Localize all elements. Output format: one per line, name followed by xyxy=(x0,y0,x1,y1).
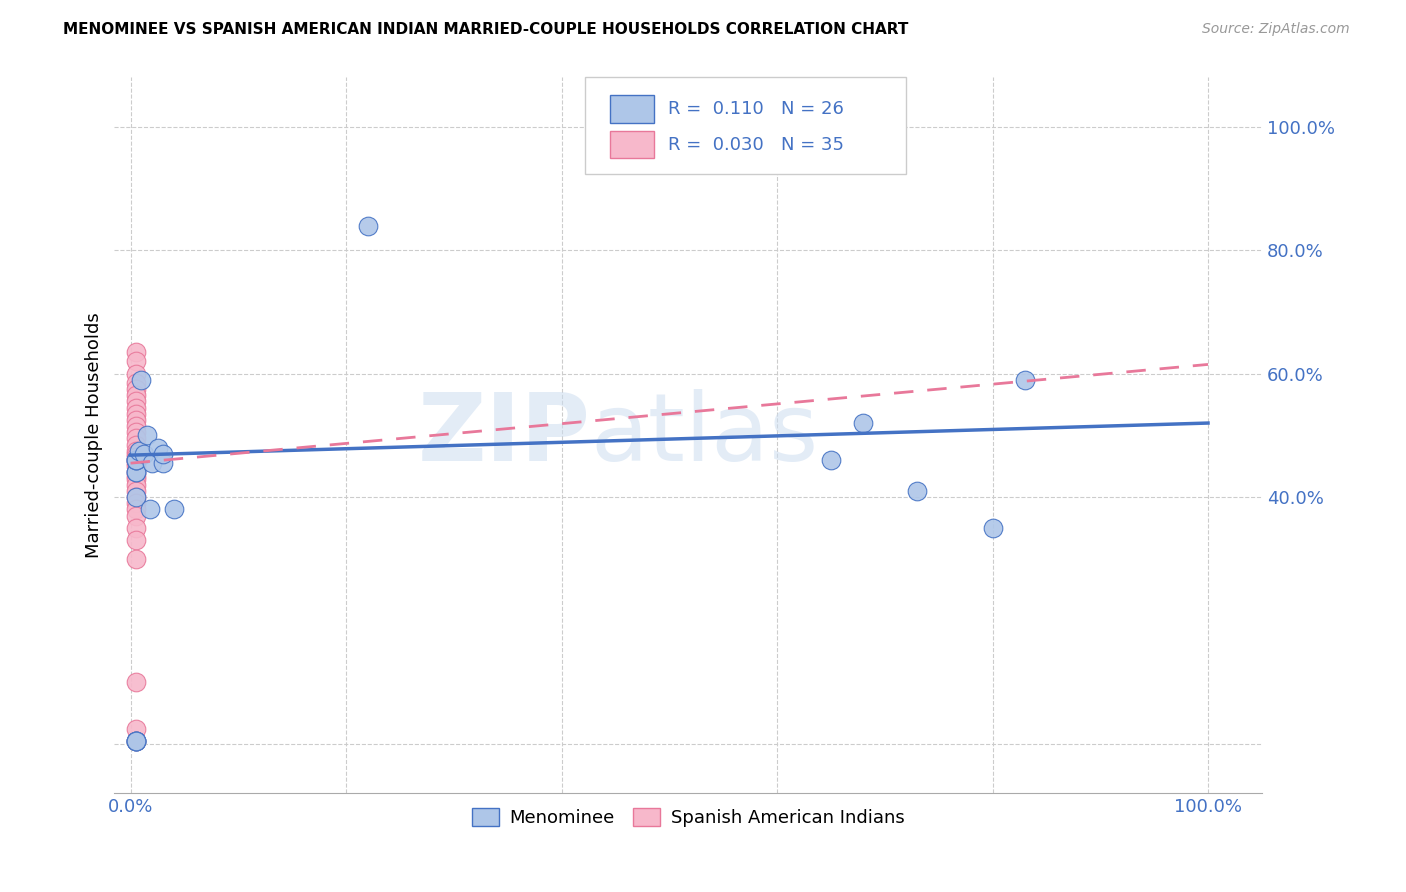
Point xyxy=(125,447,148,461)
Point xyxy=(125,734,148,748)
Point xyxy=(125,407,148,421)
Point xyxy=(125,367,148,381)
FancyBboxPatch shape xyxy=(610,95,654,122)
Point xyxy=(125,466,148,480)
Point xyxy=(125,419,148,434)
Point xyxy=(125,722,148,736)
Point xyxy=(125,734,148,748)
Text: Source: ZipAtlas.com: Source: ZipAtlas.com xyxy=(1202,22,1350,37)
Point xyxy=(132,447,155,461)
Point xyxy=(125,345,148,359)
Point xyxy=(135,428,157,442)
Point xyxy=(125,734,148,748)
Point xyxy=(125,382,148,396)
Point xyxy=(125,453,148,467)
FancyBboxPatch shape xyxy=(610,131,654,159)
Point xyxy=(125,468,148,483)
Point xyxy=(125,490,148,504)
Point xyxy=(152,456,174,470)
Point xyxy=(125,437,148,451)
Point xyxy=(152,447,174,461)
Point xyxy=(125,533,148,548)
Point xyxy=(1014,373,1036,387)
Point xyxy=(125,354,148,368)
Point xyxy=(981,521,1004,535)
Point xyxy=(125,675,148,690)
Point xyxy=(905,483,928,498)
Point xyxy=(125,443,148,458)
Point xyxy=(163,502,186,516)
Text: R =  0.030   N = 35: R = 0.030 N = 35 xyxy=(668,136,844,153)
Point xyxy=(125,551,148,566)
Point xyxy=(125,394,148,409)
Point xyxy=(125,459,148,474)
Text: MENOMINEE VS SPANISH AMERICAN INDIAN MARRIED-COUPLE HOUSEHOLDS CORRELATION CHART: MENOMINEE VS SPANISH AMERICAN INDIAN MAR… xyxy=(63,22,908,37)
Text: R =  0.110   N = 26: R = 0.110 N = 26 xyxy=(668,100,844,118)
Point xyxy=(125,502,148,516)
Point xyxy=(125,453,148,467)
Point xyxy=(125,483,148,498)
Point xyxy=(141,456,163,470)
Point xyxy=(125,496,148,510)
Point xyxy=(125,490,148,504)
Point xyxy=(139,502,162,516)
Point xyxy=(125,466,148,480)
Point xyxy=(131,373,153,387)
Point xyxy=(125,466,148,480)
Point xyxy=(128,443,150,458)
Point xyxy=(125,432,148,446)
Point xyxy=(125,401,148,415)
Point xyxy=(125,453,148,467)
Text: ZIP: ZIP xyxy=(418,390,591,482)
Point xyxy=(125,734,148,748)
Point xyxy=(125,456,148,470)
Point xyxy=(125,734,148,748)
Point xyxy=(125,425,148,440)
Point xyxy=(125,413,148,427)
Point xyxy=(820,453,842,467)
Point xyxy=(125,477,148,491)
Point xyxy=(852,416,875,430)
Point xyxy=(125,388,148,402)
Point xyxy=(125,508,148,523)
Point xyxy=(125,472,148,486)
Point xyxy=(356,219,378,233)
Point xyxy=(125,450,148,464)
Point xyxy=(125,521,148,535)
Y-axis label: Married-couple Households: Married-couple Households xyxy=(86,312,103,558)
FancyBboxPatch shape xyxy=(585,78,907,174)
Point xyxy=(146,441,169,455)
Point xyxy=(125,453,148,467)
Legend: Menominee, Spanish American Indians: Menominee, Spanish American Indians xyxy=(464,801,912,834)
Text: atlas: atlas xyxy=(591,390,818,482)
Point xyxy=(125,376,148,390)
